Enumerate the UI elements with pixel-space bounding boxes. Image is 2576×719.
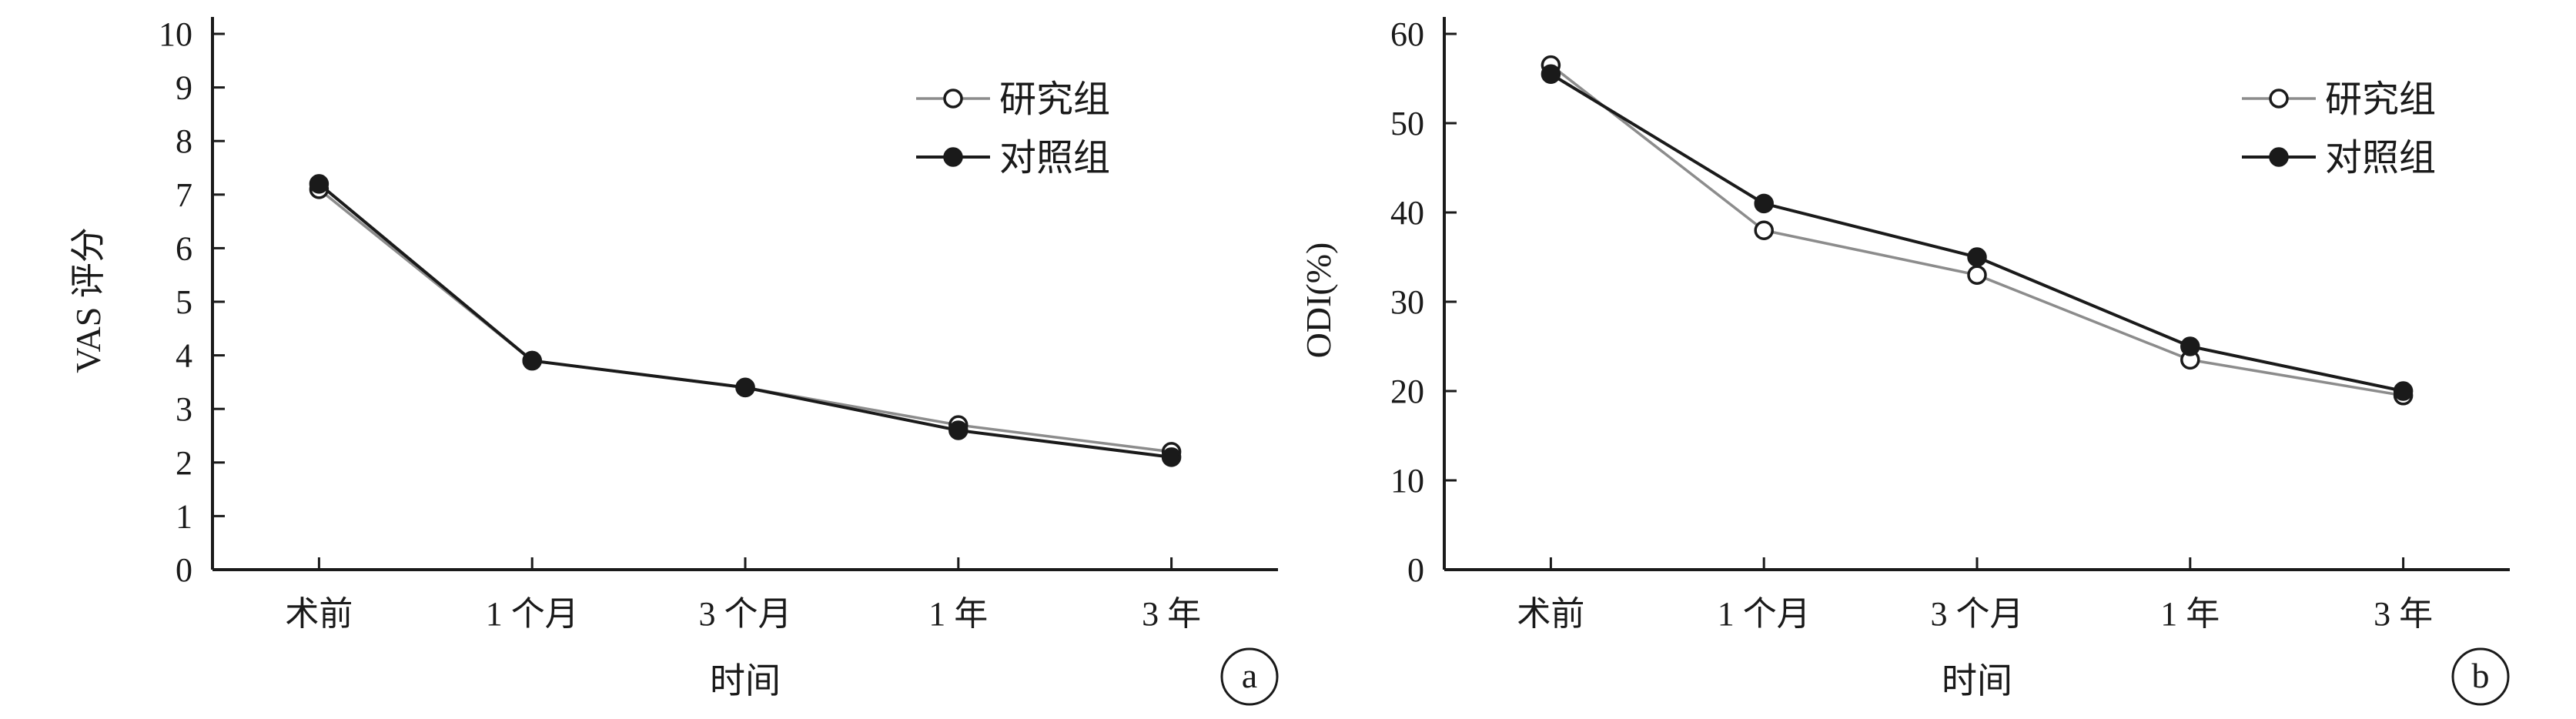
series-line-control: [318, 182, 1172, 459]
panel-a-vas-chart: 0 1 2 3 4 5 6 7 8 9 10 术前 1 个月 3 个月 1 年 3 年时间 VAS 评分 研究组对…: [69, 15, 1279, 706]
y-tick-label: 9: [176, 69, 192, 107]
y-tick-label: 6: [176, 229, 192, 267]
y-tick-label: 20: [1390, 373, 1424, 410]
x-tick-label: 1 个月: [486, 595, 579, 633]
panel-b-odi-chart: 0 10 20 30 40 50 60 术前 1 个月 3 个月 1 年 3 年时间 ODI(%) 研究组…: [1299, 15, 2510, 706]
data-point-control: [1754, 193, 1774, 214]
y-tick-label: 50: [1390, 105, 1424, 142]
legend-marker: [2269, 89, 2289, 109]
legend-marker: [2269, 147, 2289, 167]
x-tick-label: 术前: [285, 595, 353, 633]
y-axis-title: ODI(%): [1299, 242, 1338, 359]
x-tick-label: 1 年: [928, 595, 988, 633]
x-tick-label: 1 个月: [1718, 595, 1811, 633]
panel-letter-circle: [1220, 647, 1279, 706]
panel-letter: b: [2472, 656, 2490, 695]
data-point-control: [2393, 381, 2414, 401]
y-tick-label: 2: [176, 444, 192, 482]
x-axis-title: 时间: [710, 661, 781, 701]
legend-marker: [943, 89, 963, 109]
y-tick-label: 0: [1407, 551, 1424, 589]
data-point-control: [522, 350, 542, 371]
data-point-control: [1967, 247, 1987, 267]
x-axis-title: 时间: [1942, 661, 2012, 701]
x-tick-label: 3 年: [2374, 595, 2433, 633]
x-tick-label: 术前: [1517, 595, 1584, 633]
data-point-control: [2180, 336, 2200, 356]
y-tick-label: 0: [176, 551, 192, 589]
y-tick-label: 10: [159, 15, 192, 53]
x-tick-label: 3 个月: [699, 595, 792, 633]
legend-label: 研究组: [2325, 79, 2436, 120]
y-tick-label: 1: [176, 497, 192, 535]
y-tick-label: 30: [1390, 283, 1424, 321]
legend-label: 对照组: [999, 138, 1110, 179]
x-tick-label: 3 年: [1142, 595, 1201, 633]
y-axis-title: VAS 评分: [69, 227, 108, 373]
y-tick-label: 60: [1390, 15, 1424, 53]
x-tick-label: 3 个月: [1931, 595, 2024, 633]
legend-marker: [943, 147, 963, 167]
data-point-control: [735, 377, 755, 398]
data-point-control: [948, 420, 969, 440]
data-point-control: [1541, 64, 1561, 84]
legend-label: 研究组: [999, 79, 1110, 120]
y-tick-label: 3: [176, 390, 192, 428]
data-point-control: [309, 174, 330, 194]
data-point-control: [1161, 447, 1182, 467]
y-tick-label: 4: [176, 337, 192, 375]
series-line-control: [1550, 72, 2404, 393]
y-tick-label: 10: [1390, 462, 1424, 500]
y-tick-label: 40: [1390, 194, 1424, 232]
series-line-study: [318, 188, 1172, 453]
legend-label: 对照组: [2325, 138, 2436, 179]
data-point-study: [1754, 220, 1774, 240]
data-point-study: [1967, 265, 1987, 285]
series-line-study: [1550, 64, 2404, 397]
y-tick-label: 8: [176, 122, 192, 160]
x-tick-label: 1 年: [2160, 595, 2220, 633]
y-tick-label: 7: [176, 176, 192, 214]
panel-letter-circle: [2451, 647, 2510, 706]
panel-letter: a: [1242, 656, 1257, 695]
y-tick-label: 5: [176, 283, 192, 321]
